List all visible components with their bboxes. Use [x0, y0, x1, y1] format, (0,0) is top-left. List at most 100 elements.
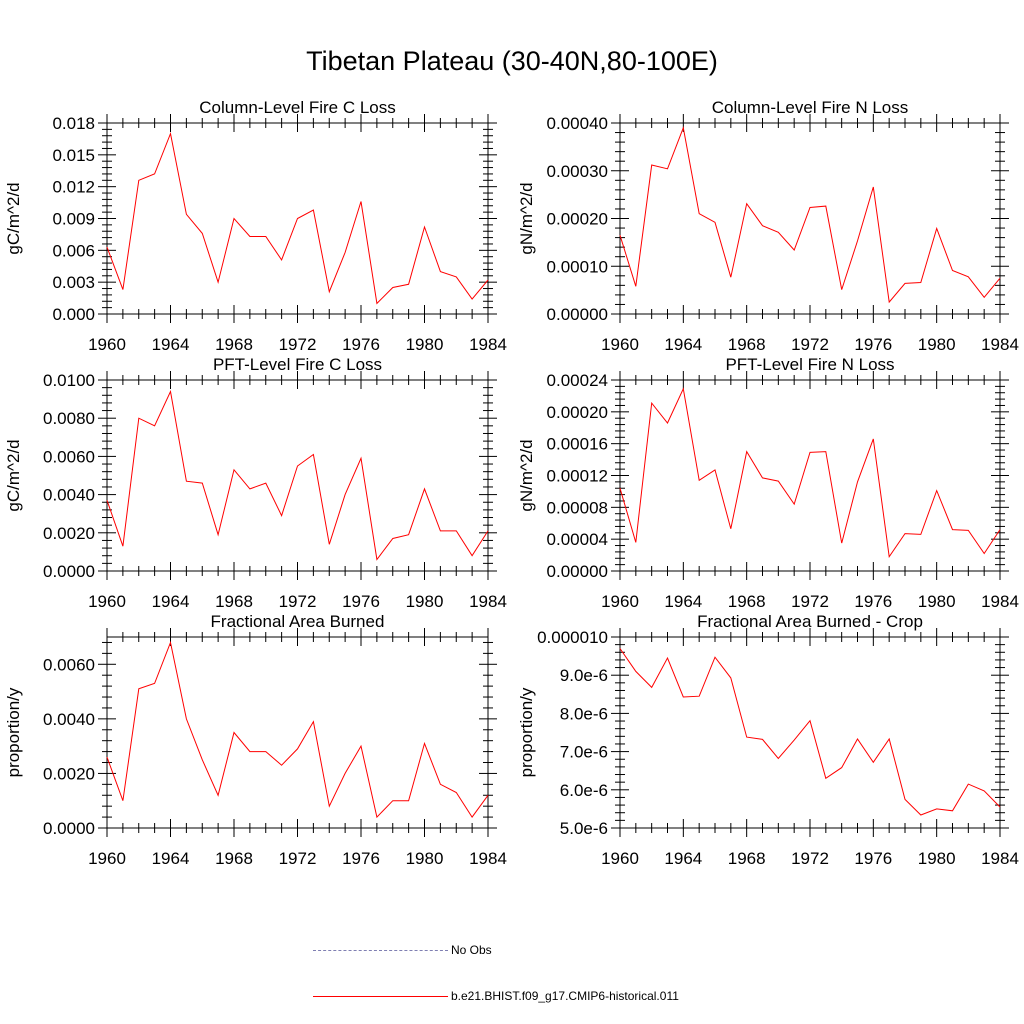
x-tick-label: 1968: [215, 849, 253, 868]
y-axis-label: proportion/y: [517, 687, 536, 777]
x-tick-label: 1972: [279, 592, 317, 611]
x-tick-label: 1984: [981, 592, 1019, 611]
x-tick-label: 1976: [342, 335, 380, 354]
y-tick-label: 0.0020: [43, 764, 95, 783]
x-tick-label: 1976: [854, 849, 892, 868]
plot-frame-6: [619, 636, 1001, 829]
x-tick-label: 1980: [406, 335, 444, 354]
x-tick-label: 1968: [728, 849, 766, 868]
y-tick-label: 0.0080: [43, 409, 95, 428]
x-tick-label: 1960: [601, 335, 639, 354]
x-tick-label: 1964: [152, 592, 190, 611]
x-tick-label: 1976: [854, 592, 892, 611]
y-tick-label: 8.0e-6: [560, 704, 608, 723]
y-tick-label: 0.0100: [43, 371, 95, 390]
x-tick-label: 1968: [215, 592, 253, 611]
panel-title: PFT-Level Fire N Loss: [725, 355, 894, 374]
x-tick-label: 1968: [728, 592, 766, 611]
y-tick-label: 0.0040: [43, 486, 95, 505]
series-line: [106, 131, 489, 305]
x-tick-label: 1984: [981, 335, 1019, 354]
x-tick-label: 1976: [342, 592, 380, 611]
x-tick-label: 1972: [791, 592, 829, 611]
x-tick-label: 1964: [152, 335, 190, 354]
x-tick-label: 1968: [728, 335, 766, 354]
y-tick-label: 0.000010: [537, 628, 608, 647]
y-tick-label: 0.00012: [547, 467, 608, 486]
x-tick-label: 1980: [406, 849, 444, 868]
x-tick-label: 1960: [88, 592, 126, 611]
series-line: [619, 648, 1001, 816]
y-axis-label: gN/m^2/d: [517, 182, 536, 254]
y-tick-label: 0.0040: [43, 710, 95, 729]
legend-model-label: b.e21.BHIST.f09_g17.CMIP6-historical.011: [451, 989, 679, 1003]
y-tick-label: 0.0060: [43, 655, 95, 674]
y-tick-label: 0.00040: [547, 114, 608, 133]
x-tick-label: 1960: [601, 592, 639, 611]
y-tick-label: 0.00010: [547, 257, 608, 276]
y-tick-label: 0.00024: [547, 371, 608, 390]
legend-obs-label: No Obs: [451, 943, 492, 957]
y-tick-label: 5.0e-6: [560, 819, 608, 838]
x-tick-label: 1972: [279, 849, 317, 868]
y-tick-label: 0.00000: [547, 562, 608, 581]
y-tick-label: 6.0e-6: [560, 781, 608, 800]
legend-obs-line: [313, 950, 448, 951]
y-tick-label: 0.00004: [547, 530, 608, 549]
y-tick-label: 0.009: [52, 210, 95, 229]
x-tick-label: 1976: [342, 849, 380, 868]
y-tick-label: 0.00008: [547, 498, 608, 517]
x-tick-label: 1984: [469, 335, 507, 354]
y-tick-label: 0.0060: [43, 447, 95, 466]
x-tick-label: 1972: [791, 849, 829, 868]
y-tick-label: 0.0020: [43, 524, 95, 543]
y-tick-label: 0.00016: [547, 435, 608, 454]
x-tick-label: 1964: [152, 849, 190, 868]
series-line: [106, 640, 489, 819]
panel-title: Fractional Area Burned: [211, 612, 385, 631]
x-tick-label: 1972: [279, 335, 317, 354]
panel-title: Column-Level Fire C Loss: [199, 98, 396, 117]
x-tick-label: 1968: [215, 335, 253, 354]
x-tick-label: 1960: [601, 849, 639, 868]
x-tick-label: 1960: [88, 849, 126, 868]
x-tick-label: 1964: [664, 335, 702, 354]
series-line: [619, 387, 1001, 559]
plot-frame-3: [106, 379, 489, 572]
panel-title: Column-Level Fire N Loss: [712, 98, 909, 117]
main-title: Tibetan Plateau (30-40N,80-100E): [306, 46, 718, 76]
y-axis-label: gC/m^2/d: [4, 439, 23, 511]
y-tick-label: 0.015: [52, 146, 95, 165]
y-axis-label: gC/m^2/d: [4, 182, 23, 254]
series-line: [619, 125, 1001, 304]
x-tick-label: 1984: [469, 849, 507, 868]
y-axis-label: proportion/y: [4, 687, 23, 777]
y-tick-label: 7.0e-6: [560, 743, 608, 762]
x-tick-label: 1972: [791, 335, 829, 354]
plot-frame-4: [619, 379, 1001, 572]
plot-frame-5: [106, 636, 489, 829]
x-tick-label: 1980: [918, 592, 956, 611]
x-tick-label: 1976: [854, 335, 892, 354]
x-tick-label: 1980: [918, 849, 956, 868]
x-tick-label: 1984: [981, 849, 1019, 868]
y-tick-label: 0.018: [52, 114, 95, 133]
y-tick-label: 0.006: [52, 241, 95, 260]
y-tick-label: 9.0e-6: [560, 666, 608, 685]
x-tick-label: 1980: [406, 592, 444, 611]
x-tick-label: 1964: [664, 592, 702, 611]
y-tick-label: 0.00020: [547, 403, 608, 422]
y-tick-label: 0.0000: [43, 562, 95, 581]
y-tick-label: 0.0000: [43, 819, 95, 838]
x-tick-label: 1964: [664, 849, 702, 868]
x-tick-label: 1960: [88, 335, 126, 354]
series-line: [106, 389, 489, 561]
panel-title: PFT-Level Fire C Loss: [213, 355, 382, 374]
y-tick-label: 0.000: [52, 305, 95, 324]
panel-title: Fractional Area Burned - Crop: [697, 612, 923, 631]
y-tick-label: 0.012: [52, 178, 95, 197]
y-tick-label: 0.00030: [547, 162, 608, 181]
legend-model-line: [313, 996, 448, 997]
plot-frame-2: [619, 122, 1001, 315]
